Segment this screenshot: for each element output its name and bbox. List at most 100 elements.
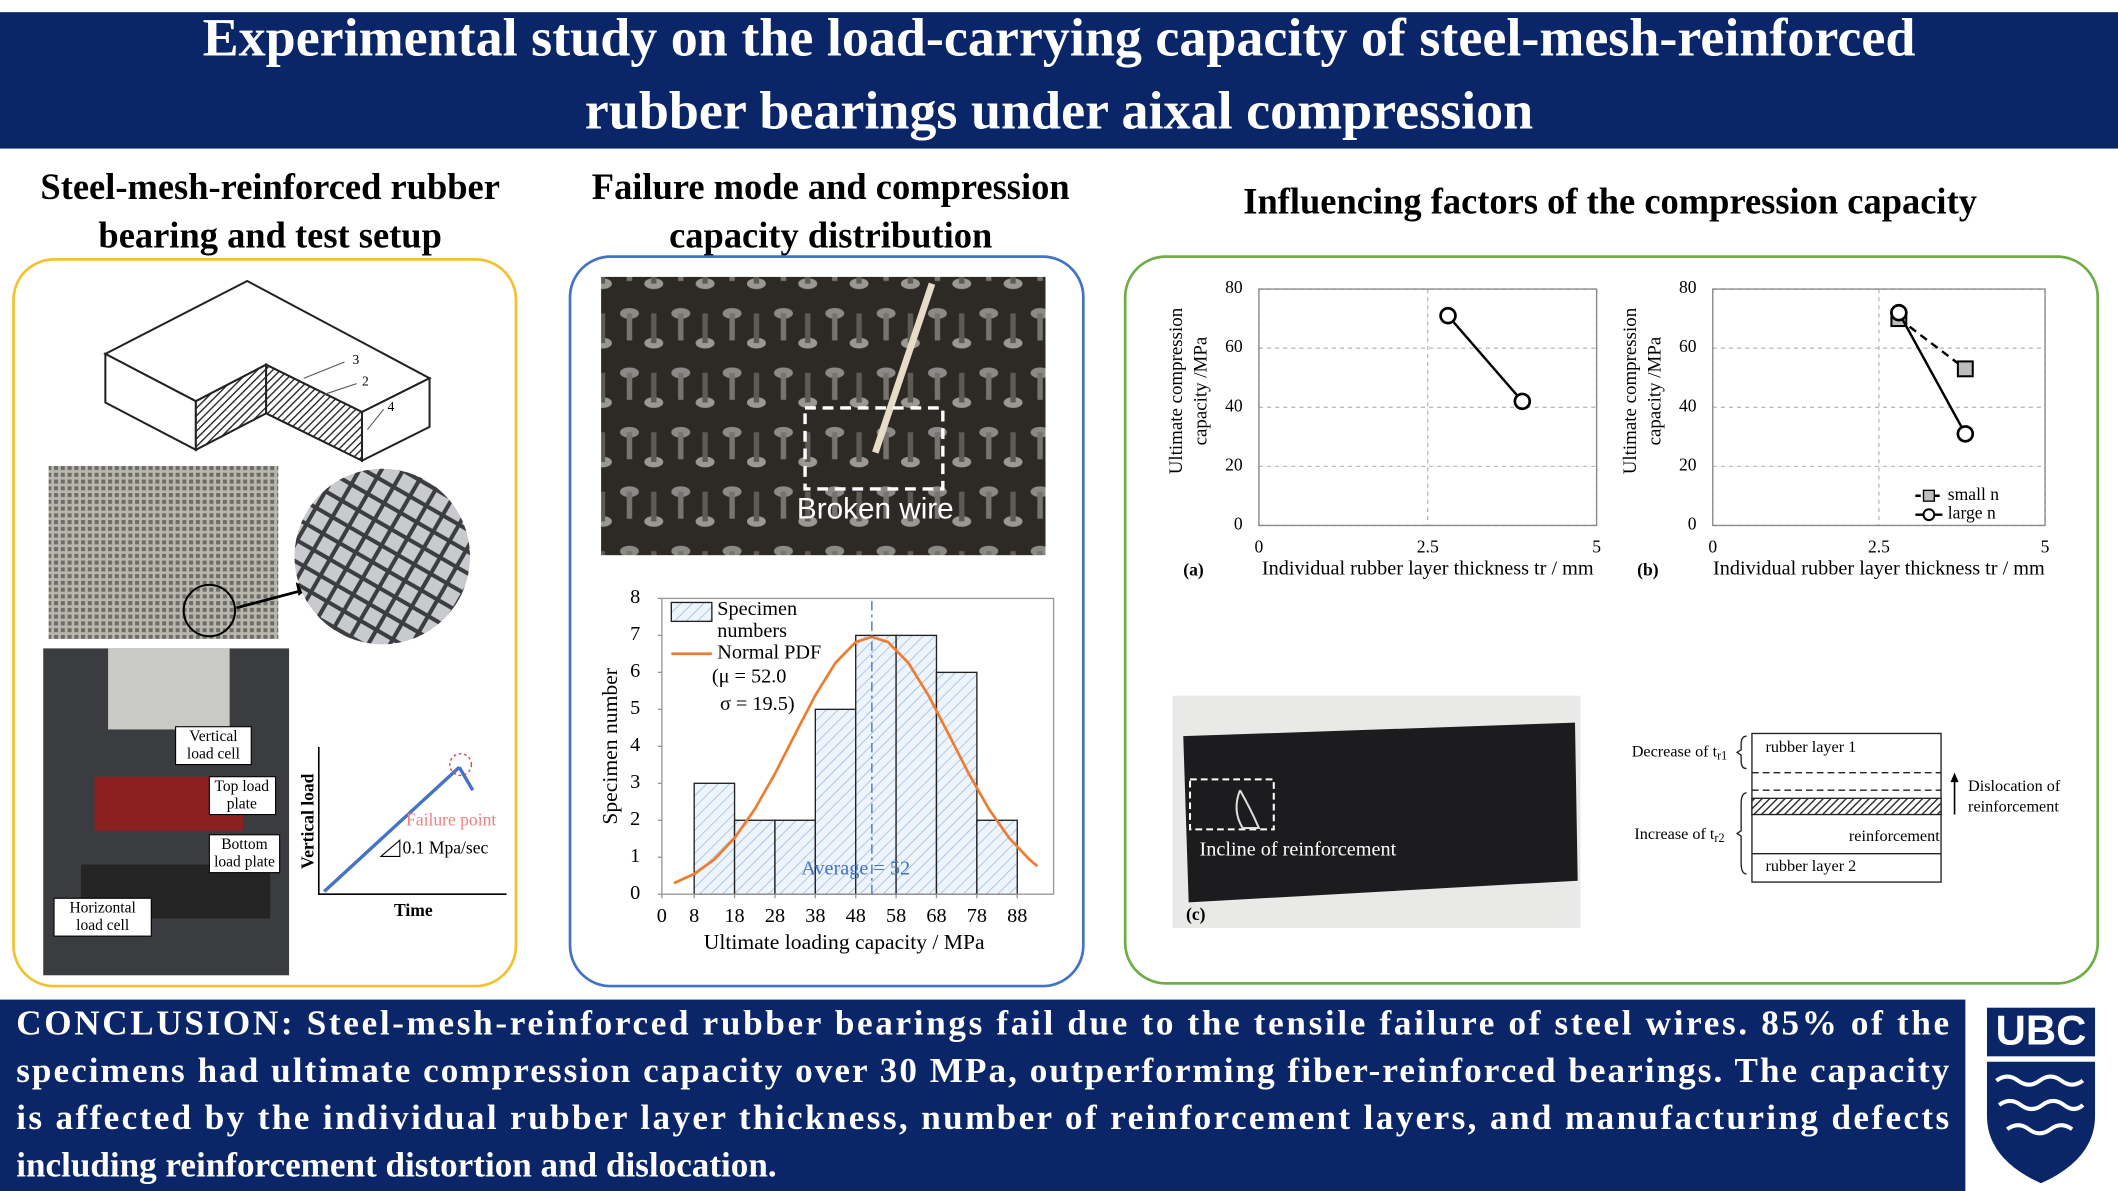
rate-label: 0.1 Mpa/sec	[403, 838, 489, 858]
x-tick-label: 58	[886, 905, 906, 927]
panel-label: (b)	[1637, 559, 1659, 579]
photo-label: Broken wire	[797, 492, 954, 525]
axis-label: Time	[394, 900, 433, 920]
section-title: Steel-mesh-reinforced rubber	[40, 167, 499, 207]
x-tick-label: 5	[2041, 536, 2050, 556]
panel-label: (c)	[1186, 904, 1206, 924]
y-tick-label: 0	[1234, 513, 1243, 533]
y-tick-label: 40	[1225, 395, 1243, 415]
series-line	[1898, 317, 1967, 370]
highlight-box	[803, 406, 945, 491]
x-tick-label: 5	[1592, 536, 1601, 556]
load-axes	[317, 746, 507, 896]
y-axis-label: capacity /MPa	[1191, 336, 1212, 445]
legend-label: numbers	[717, 620, 787, 642]
photo-label: Vertical	[189, 728, 237, 745]
x-axis-label: Individual rubber layer thickness tr / m…	[1262, 558, 1594, 580]
bar	[814, 708, 857, 895]
conclusion-text: specimens had ultimate compression capac…	[16, 1051, 1949, 1090]
series-line	[1897, 312, 1967, 435]
leader-lines	[303, 361, 385, 430]
y-tick-label: 4	[630, 734, 640, 756]
panel-box	[12, 258, 518, 988]
legend-label: small n	[1948, 484, 1999, 504]
panel-box	[1123, 255, 2100, 985]
part-label: 2	[362, 373, 369, 388]
photo-label: Bottom	[221, 836, 268, 853]
legend-label: Normal PDF	[717, 641, 821, 663]
photo-label-boxes	[53, 726, 281, 937]
mesh-zoom	[294, 468, 471, 645]
photo-label: Incline of reinforcement	[1199, 839, 1396, 861]
photo-label: plate	[227, 796, 257, 813]
panel-label: (a)	[1183, 559, 1204, 579]
title: rubber bearings under aixal compression	[585, 81, 1533, 141]
y-axis-label: Ultimate compression	[1620, 307, 1641, 474]
diagram-label: r1	[1717, 748, 1727, 762]
panel-box	[568, 255, 1085, 988]
x-tick-label: 78	[967, 905, 987, 927]
conclusion-bar	[0, 999, 1966, 1191]
x-tick-label: 88	[1007, 905, 1027, 927]
bar	[976, 819, 1018, 895]
photo-label: load cell	[76, 917, 129, 934]
y-tick-label: 0	[1688, 513, 1697, 533]
legend-swatch	[1922, 489, 1935, 502]
x-tick-label: 2.5	[1868, 536, 1890, 556]
title: Experimental study on the load-carrying …	[203, 8, 1916, 68]
legend-label: (μ = 52.0	[712, 666, 787, 688]
x-tick-label: 8	[689, 905, 699, 927]
y-tick-label: 7	[630, 623, 640, 645]
load-line	[323, 766, 461, 893]
part-label: 4	[388, 399, 395, 414]
photo-label: Top load	[215, 778, 270, 795]
dislocation-diagram	[1735, 732, 1959, 883]
section-title: Failure mode and compression	[592, 167, 1070, 207]
part-label: 3	[353, 352, 360, 367]
y-axis-label: Ultimate compression	[1166, 307, 1187, 474]
pdf-curve	[673, 635, 1039, 885]
x-tick-label: 0	[1708, 536, 1717, 556]
y-tick-label: 5	[630, 697, 640, 719]
legend-swatch	[670, 601, 713, 623]
x-axis-label: Ultimate loading capacity / MPa	[704, 930, 985, 954]
section-title: bearing and test setup	[98, 215, 441, 255]
series-line	[1447, 314, 1524, 403]
photo-label: Horizontal	[69, 900, 135, 917]
x-tick-label: 2.5	[1417, 536, 1439, 556]
diagram-label: reinforcement	[1968, 797, 2059, 815]
y-tick-label: 80	[1225, 277, 1243, 297]
highlight-box	[1189, 778, 1275, 831]
diagram-label: rubber layer 2	[1765, 857, 1856, 875]
conclusion-text: is affected by the individual rubber lay…	[16, 1098, 1949, 1137]
section-title: Influencing factors of the compression c…	[1243, 182, 1977, 222]
section-title: capacity distribution	[669, 215, 992, 255]
photo-label: load cell	[187, 746, 240, 763]
x-tick-label: 48	[846, 905, 866, 927]
plot-frame	[1712, 288, 2046, 527]
diagram-label: reinforcement	[1849, 827, 1940, 845]
y-tick-label: 3	[630, 771, 640, 793]
bar	[935, 671, 978, 895]
marker	[1513, 392, 1532, 411]
y-axis-label: Specimen number	[598, 668, 622, 825]
y-tick-label: 60	[1679, 336, 1697, 356]
y-tick-label: 20	[1679, 454, 1697, 474]
y-tick-label: 20	[1225, 454, 1243, 474]
slope-triangle	[379, 839, 401, 857]
bearing-drawing	[103, 279, 432, 463]
y-tick-label: 0	[630, 882, 640, 904]
legend-label: Specimen	[717, 598, 797, 620]
header-bar	[0, 12, 2118, 149]
y-tick-label: 80	[1679, 277, 1697, 297]
diagram-label: Increase of t	[1634, 825, 1714, 843]
failure-label: Failure point	[406, 809, 496, 829]
zoom-arrow	[236, 587, 309, 610]
diagram-label: r2	[1714, 831, 1724, 845]
x-axis-label: Individual rubber layer thickness tr / m…	[1713, 558, 2045, 580]
bar	[895, 634, 938, 895]
y-axis-label: capacity /MPa	[1644, 336, 1665, 445]
failure-circle	[449, 753, 473, 777]
y-tick-label: 60	[1225, 336, 1243, 356]
